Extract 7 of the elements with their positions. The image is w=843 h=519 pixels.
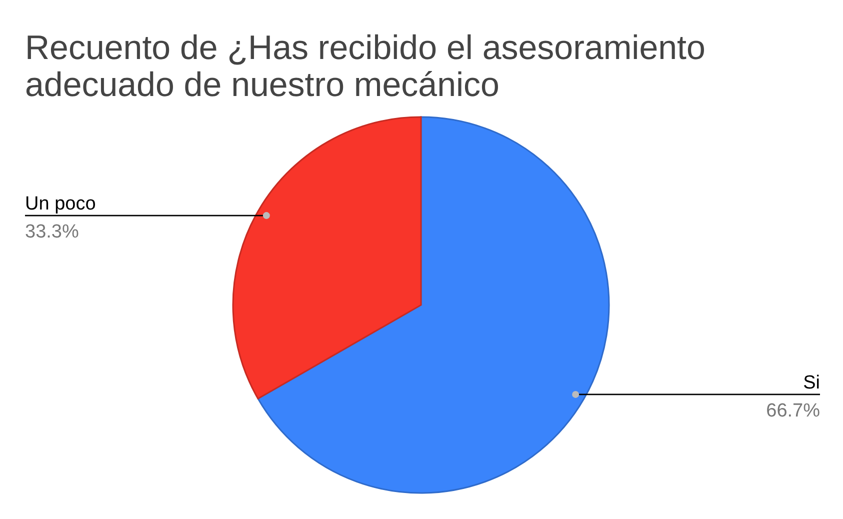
chart-title: Recuento de ¿Has recibido el asesoramiento adecuado de nuestro mecánico: [25, 29, 706, 104]
pie-slice: [232, 116, 422, 400]
slice-label: Un poco: [25, 194, 96, 215]
slice-label: Si: [803, 372, 820, 394]
data-label: 66.7%: [766, 400, 820, 422]
data-label: 33.3%: [25, 222, 79, 243]
pie-slice: [257, 116, 610, 494]
